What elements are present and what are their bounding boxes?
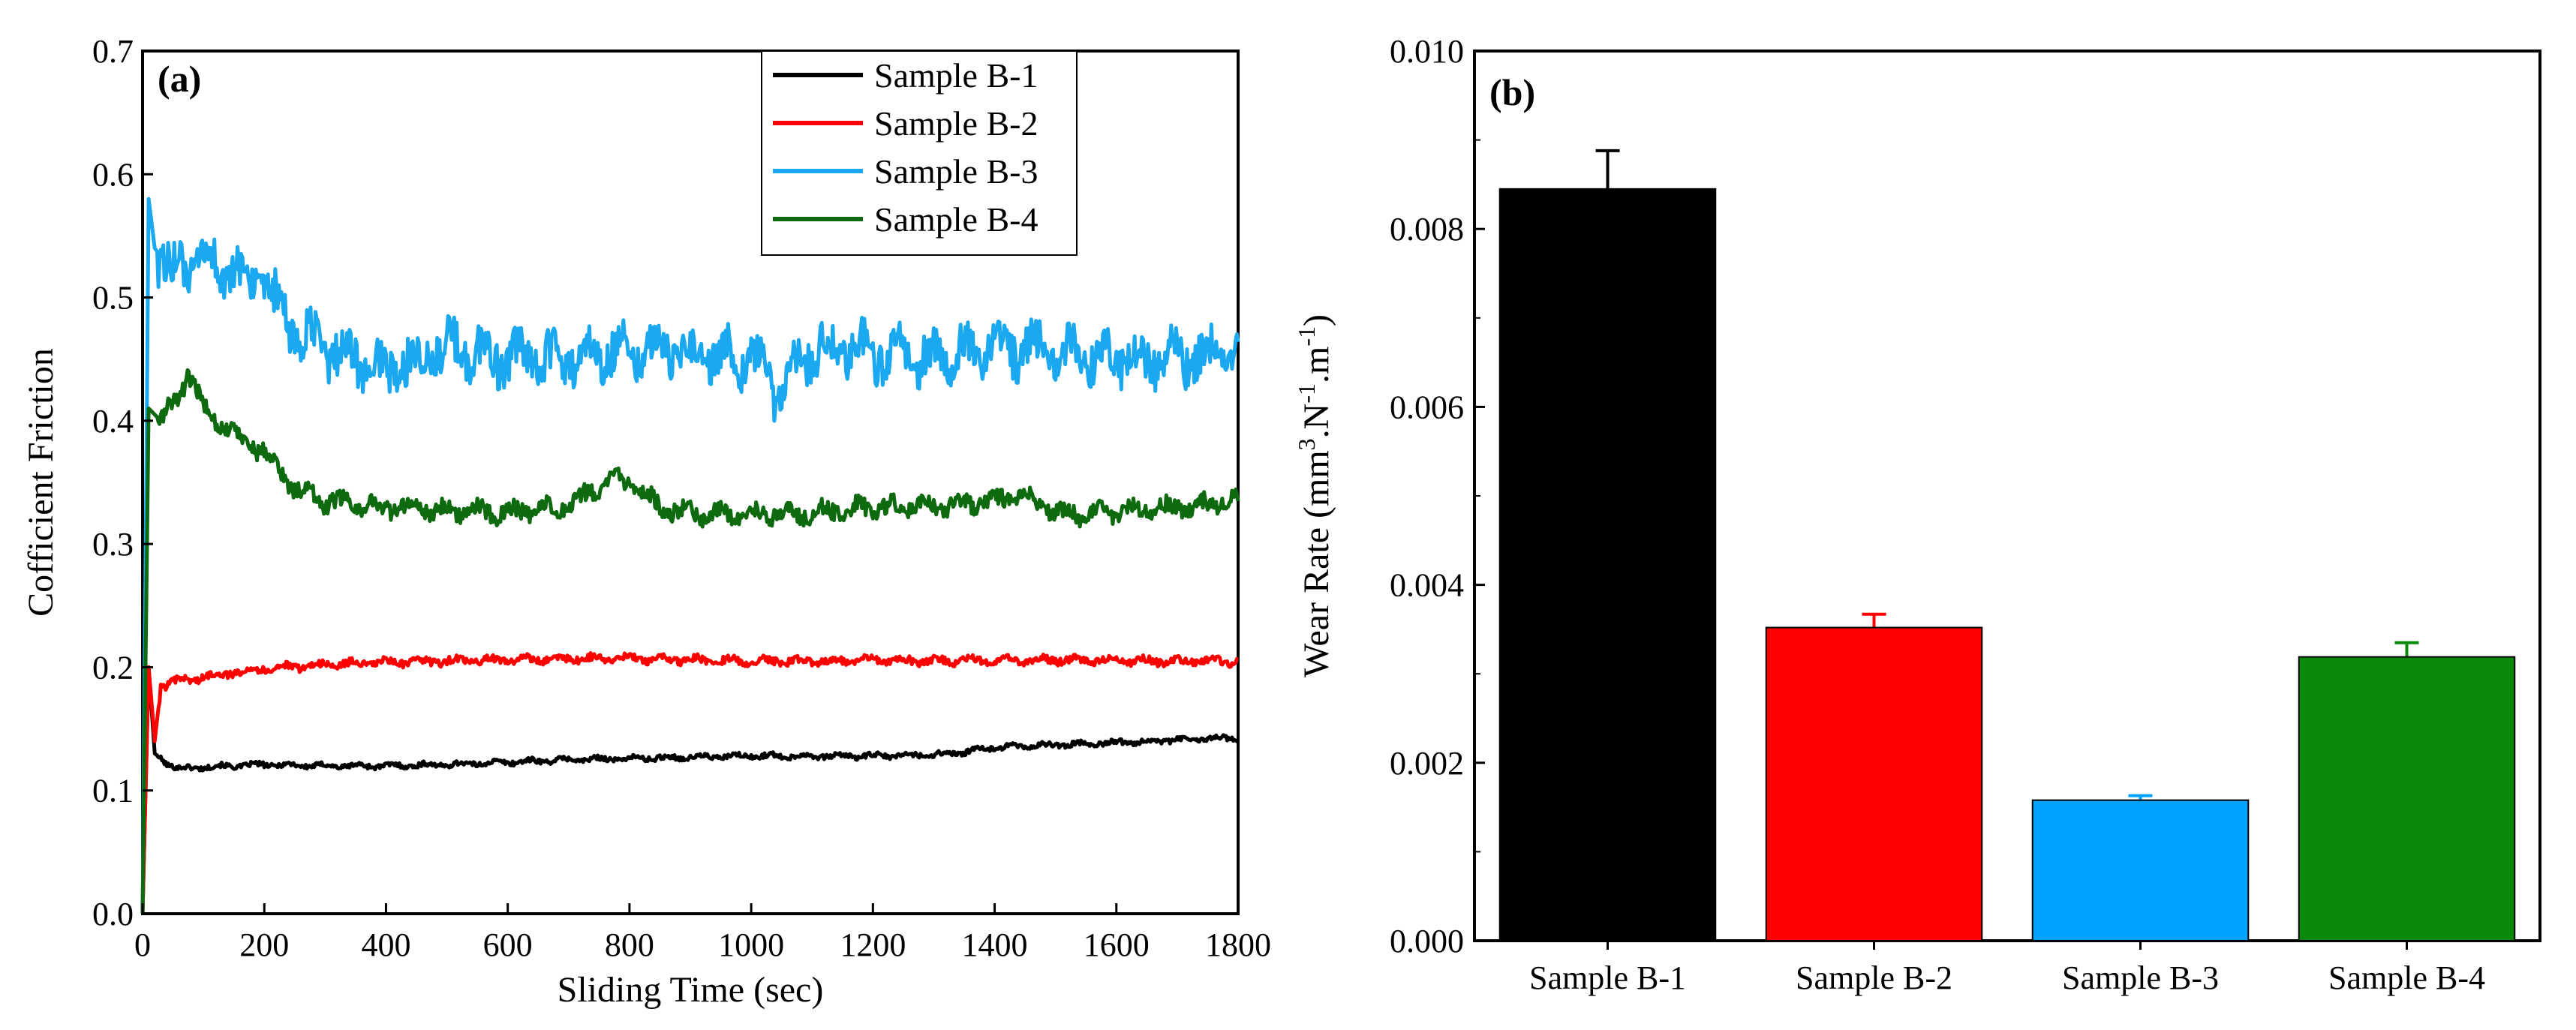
bar-4 — [2298, 656, 2516, 942]
x-axis-ticks: 0 200 400 600 800 1000 1200 1400 1600 1800 — [134, 903, 1271, 963]
bar-1 — [1498, 188, 1717, 941]
series-line-2 — [140, 651, 1239, 914]
x-tick-label: 400 — [361, 926, 410, 963]
x-category-label: Sample B-1 — [1529, 959, 1686, 996]
wear-rate-chart: 0.000 0.002 0.004 0.006 0.008 0.010 Sample B-… — [1293, 33, 2541, 996]
series-line-4 — [140, 368, 1240, 914]
x-tick-label: 1400 — [962, 926, 1028, 963]
y-tick-label: 0.0 — [92, 896, 134, 932]
x-tick-label: 1800 — [1205, 926, 1271, 963]
series-line-3 — [140, 197, 1240, 914]
y-tick-label: 0.6 — [92, 156, 134, 193]
x-tick-label: 0 — [134, 926, 151, 963]
y-tick-label: 0.3 — [92, 526, 134, 563]
series-line-1 — [140, 665, 1240, 914]
x-category-label: Sample B-4 — [2328, 959, 2485, 996]
bars — [1498, 149, 2516, 942]
series-lines — [140, 197, 1240, 914]
legend-label: Sample B-2 — [874, 104, 1038, 143]
y-tick-label-b: 0.006 — [1390, 389, 1464, 425]
y-axis-title-b-main: Wear Rate — [1297, 527, 1336, 677]
y-unit-mm: mm — [1297, 450, 1336, 506]
y-tick-label-b: 0.010 — [1390, 33, 1464, 70]
y-tick-label: 0.1 — [92, 773, 134, 809]
x-tick-label: 800 — [605, 926, 654, 963]
x-tick-label: 1200 — [840, 926, 906, 963]
legend-label: Sample B-4 — [874, 200, 1038, 239]
x-axis-title-a: Sliding Time (sec) — [558, 970, 824, 1010]
y-axis-ticks: 0.0 0.1 0.2 0.3 0.4 0.5 0.6 0.7 — [92, 33, 153, 932]
y-unit-N: .N — [1297, 404, 1336, 439]
y-axis-ticks-b: 0.000 0.002 0.004 0.006 0.008 0.010 — [1390, 33, 1485, 959]
legend: Sample B-1 Sample B-2 Sample B-3 Sample B-4 — [761, 50, 1078, 256]
bar-2 — [1765, 626, 1983, 941]
y-unit-sup-n1: -1 — [1293, 383, 1320, 404]
y-tick-label: 0.4 — [92, 403, 134, 440]
x-category-label: Sample B-2 — [1796, 959, 1952, 996]
y-unit-sup-m1: -1 — [1293, 326, 1320, 347]
y-axis-title-a: Cofficient Friction — [21, 348, 61, 617]
y-unit-sup-3: 3 — [1293, 438, 1320, 450]
y-tick-label-b: 0.008 — [1390, 211, 1464, 248]
y-tick-label-b: 0.004 — [1390, 567, 1464, 604]
x-tick-label: 200 — [239, 926, 289, 963]
y-tick-label-b: 0.002 — [1390, 745, 1464, 782]
plot-frame-a — [141, 50, 1240, 915]
panel-label-a: (a) — [158, 58, 201, 100]
x-category-label: Sample B-3 — [2062, 959, 2219, 996]
x-tick-label: 1600 — [1084, 926, 1150, 963]
x-tick-label: 600 — [483, 926, 533, 963]
panel-label-b: (b) — [1489, 71, 1535, 113]
legend-label: Sample B-1 — [874, 56, 1038, 95]
legend-label: Sample B-3 — [874, 152, 1038, 191]
x-tick-label: 1000 — [718, 926, 784, 963]
y-axis-title-b: Wear Rate (mm3.N-1.m-1) — [1293, 314, 1336, 677]
y-tick-label: 0.5 — [92, 280, 134, 317]
friction-chart: 0.0 0.1 0.2 0.3 0.4 0.5 0.6 0.7 0 200 400 600 800 10… — [21, 33, 1271, 1010]
y-tick-label-b: 0.000 — [1390, 923, 1464, 959]
y-tick-label: 0.7 — [92, 33, 134, 70]
y-tick-label: 0.2 — [92, 649, 134, 686]
y-unit-m: .m — [1297, 347, 1336, 383]
bar-3 — [2031, 799, 2250, 942]
x-axis-labels-b: Sample B-1 Sample B-2 Sample B-3 Sample B-4 — [1529, 941, 2485, 996]
